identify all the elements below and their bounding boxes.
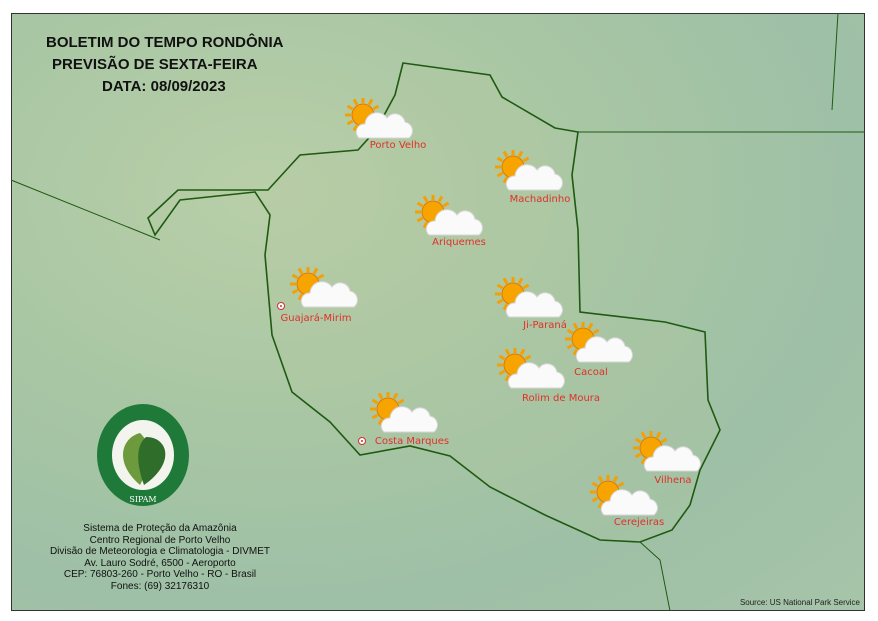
logo-text: SIPAM xyxy=(129,495,156,504)
sun-cloud-icon xyxy=(495,149,571,194)
sun-cloud-icon xyxy=(370,391,446,436)
city-marker-icon xyxy=(358,437,366,445)
map-background xyxy=(11,13,865,611)
sun-cloud-icon xyxy=(415,194,491,239)
city-label: Porto Velho xyxy=(369,140,427,151)
city-label: Cacoal xyxy=(574,367,608,378)
forecast-day: PREVISÃO DE SEXTA-FEIRA xyxy=(52,56,258,73)
sun-cloud-icon xyxy=(497,347,573,392)
sun-cloud-icon xyxy=(495,276,571,321)
city-label: Machadinho xyxy=(509,194,571,205)
sun-cloud-icon xyxy=(565,321,641,366)
country-border xyxy=(10,12,865,612)
city-marker-icon xyxy=(277,302,285,310)
rondonia-state-border xyxy=(147,62,721,543)
city-label: Ariquemes xyxy=(432,237,486,248)
bulletin-title: BOLETIM DO TEMPO RONDÔNIA xyxy=(46,34,284,51)
info-line: Fones: (69) 32176310 xyxy=(110,580,210,592)
city-label: Ji-Paraná xyxy=(523,320,567,331)
sun-cloud-icon xyxy=(590,474,666,519)
city-label: Guajará-Mirim xyxy=(280,313,352,324)
city-label: Costa Marques xyxy=(374,436,450,447)
info-line: CEP: 76803-260 - Porto Velho - RO - Bras… xyxy=(63,569,257,581)
sun-cloud-icon xyxy=(345,97,421,142)
info-line: Av. Lauro Sodré, 6500 - Aeroporto xyxy=(84,557,236,569)
city-label: Cerejeiras xyxy=(613,517,665,528)
forecast-date: DATA: 08/09/2023 xyxy=(102,78,226,95)
city-label: Vilhena xyxy=(654,475,692,486)
sun-cloud-icon xyxy=(633,430,709,475)
info-line: Divisão de Meteorologia e Climatologia -… xyxy=(49,546,271,558)
institution-info: Sistema de Proteção da Amazônia Centro R… xyxy=(20,523,300,593)
map-source: Source: US National Park Service xyxy=(739,598,860,607)
sun-cloud-icon xyxy=(290,266,366,311)
info-line: Sistema de Proteção da Amazônia xyxy=(83,523,237,534)
city-label: Rolim de Moura xyxy=(521,393,601,404)
info-line: Centro Regional de Porto Velho xyxy=(89,534,231,546)
sipam-logo: SIPAM xyxy=(97,404,189,506)
